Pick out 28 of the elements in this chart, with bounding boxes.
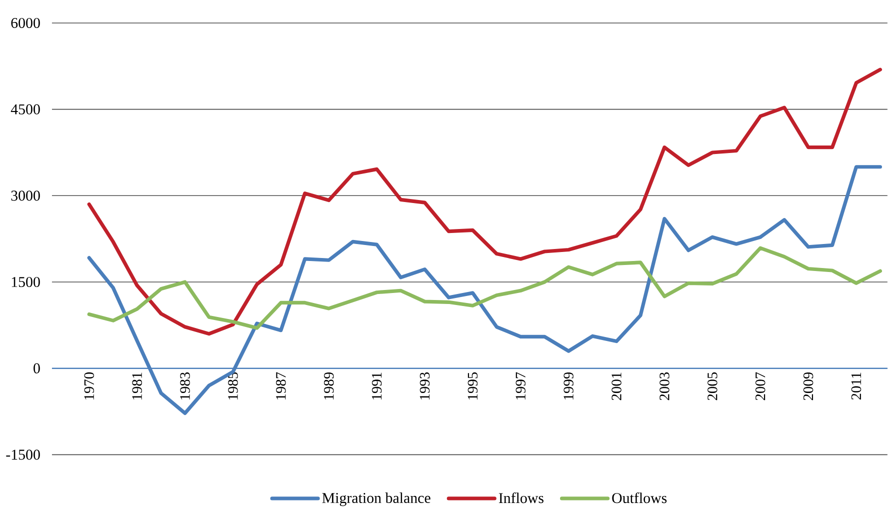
x-tick-label: 1970 <box>84 372 94 400</box>
x-tick-label: 2007 <box>755 372 766 400</box>
x-tick-label: 2011 <box>851 372 862 400</box>
x-tick-label: 1993 <box>420 372 430 400</box>
y-tick-label: 1500 <box>12 277 40 288</box>
x-tick-label: 1987 <box>276 372 286 400</box>
y-tick-label: 0 <box>34 363 40 374</box>
x-tick-label: 1989 <box>324 372 334 400</box>
line-series <box>87 246 882 330</box>
x-tick-label: 2003 <box>660 372 670 400</box>
legend-label: Migration balance <box>322 492 430 506</box>
x-tick-label: 1981 <box>132 372 142 400</box>
x-tick-label: 1985 <box>228 372 238 400</box>
y-tick-label: 3000 <box>11 190 40 201</box>
y-tick-label: -1500 <box>6 450 40 460</box>
legend-label: Outflows <box>612 492 667 504</box>
x-tick-label: 1997 <box>516 372 526 400</box>
x-tick-label: 2001 <box>612 372 622 400</box>
y-tick-label: 4500 <box>10 104 40 115</box>
x-tick-label: 2005 <box>708 372 718 400</box>
x-tick-label: 1983 <box>180 372 190 400</box>
line-series <box>87 68 882 336</box>
y-tick-label: 6000 <box>11 18 40 28</box>
legend-label: Inflows <box>498 492 544 504</box>
x-tick-label: 1995 <box>468 372 478 400</box>
x-tick-label: 1991 <box>372 372 382 400</box>
x-tick-label: 2009 <box>803 372 814 400</box>
x-tick-label: 1999 <box>564 372 574 400</box>
